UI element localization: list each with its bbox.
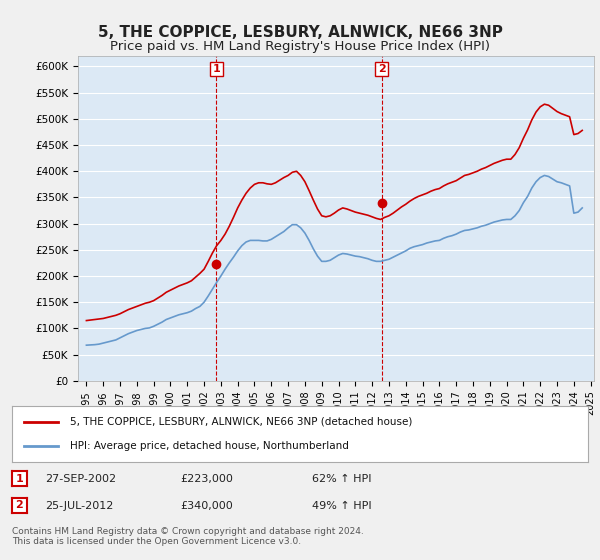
Text: 49% ↑ HPI: 49% ↑ HPI	[312, 501, 371, 511]
Text: Contains HM Land Registry data © Crown copyright and database right 2024.
This d: Contains HM Land Registry data © Crown c…	[12, 526, 364, 546]
Text: £340,000: £340,000	[180, 501, 233, 511]
Text: 2: 2	[377, 64, 385, 74]
Text: 2: 2	[16, 501, 23, 510]
Text: 1: 1	[212, 64, 220, 74]
Text: HPI: Average price, detached house, Northumberland: HPI: Average price, detached house, Nort…	[70, 441, 349, 451]
Text: 1: 1	[16, 474, 23, 483]
Text: Price paid vs. HM Land Registry's House Price Index (HPI): Price paid vs. HM Land Registry's House …	[110, 40, 490, 53]
Text: 25-JUL-2012: 25-JUL-2012	[45, 501, 113, 511]
Text: £223,000: £223,000	[180, 474, 233, 484]
Text: 5, THE COPPICE, LESBURY, ALNWICK, NE66 3NP: 5, THE COPPICE, LESBURY, ALNWICK, NE66 3…	[98, 25, 502, 40]
Text: 5, THE COPPICE, LESBURY, ALNWICK, NE66 3NP (detached house): 5, THE COPPICE, LESBURY, ALNWICK, NE66 3…	[70, 417, 412, 427]
Text: 62% ↑ HPI: 62% ↑ HPI	[312, 474, 371, 484]
Text: 27-SEP-2002: 27-SEP-2002	[45, 474, 116, 484]
